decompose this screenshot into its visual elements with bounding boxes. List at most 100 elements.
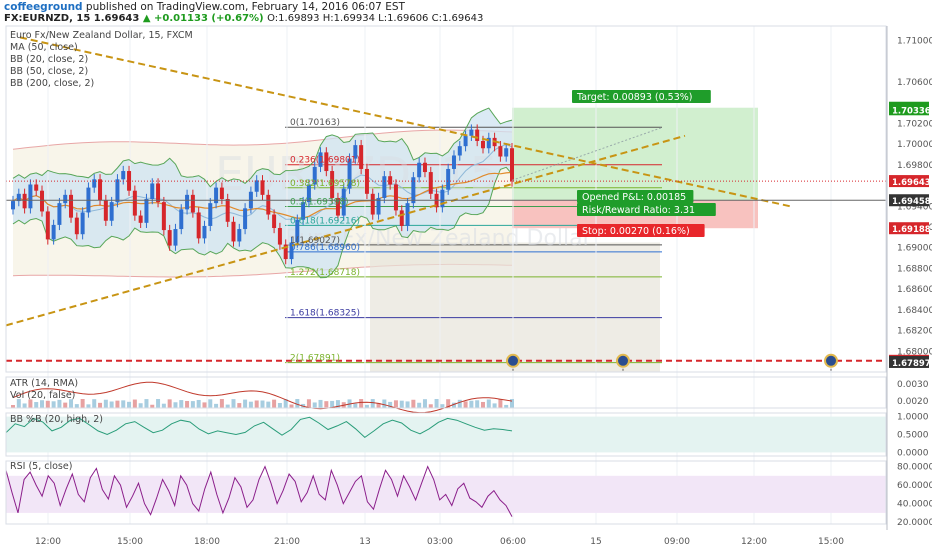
legend-bb50[interactable]: BB (50, close, 2) <box>10 66 89 77</box>
candle-body[interactable] <box>11 201 15 210</box>
candle-body[interactable] <box>138 215 143 223</box>
candle-body[interactable] <box>376 197 381 215</box>
candle-body[interactable] <box>440 189 445 208</box>
candle-body[interactable] <box>353 145 358 159</box>
candle-body[interactable] <box>399 210 404 226</box>
candle-body[interactable] <box>359 145 364 169</box>
candle-body[interactable] <box>150 183 155 199</box>
rsi-label[interactable]: RSI (5, close) <box>10 461 73 472</box>
event-flag-icon[interactable] <box>824 353 838 368</box>
candle-body[interactable] <box>231 221 236 242</box>
candle-body[interactable] <box>266 194 271 215</box>
candle-body[interactable] <box>382 176 387 198</box>
candle-body[interactable] <box>451 155 456 169</box>
candle-body[interactable] <box>179 209 184 230</box>
candle-body[interactable] <box>330 171 335 198</box>
candle-body[interactable] <box>98 179 103 201</box>
candle-body[interactable] <box>69 194 74 218</box>
candle-body[interactable] <box>254 180 259 192</box>
author-name[interactable]: coffeeground <box>4 1 83 13</box>
candle-body[interactable] <box>272 214 277 229</box>
candle-body[interactable] <box>167 230 172 246</box>
candle-body[interactable] <box>306 184 311 203</box>
candle-body[interactable] <box>115 179 120 203</box>
candle-body[interactable] <box>504 148 509 157</box>
candle-body[interactable] <box>34 184 39 191</box>
candle-body[interactable] <box>301 202 306 220</box>
candle-body[interactable] <box>51 224 56 240</box>
candle-body[interactable] <box>341 188 346 216</box>
candle-body[interactable] <box>103 200 108 221</box>
candle-body[interactable] <box>121 171 126 180</box>
candle-body[interactable] <box>469 129 474 136</box>
candle-body[interactable] <box>486 137 491 149</box>
candle-body[interactable] <box>185 194 190 210</box>
candle-body[interactable] <box>510 148 514 182</box>
candle-body[interactable] <box>312 166 317 185</box>
candle-body[interactable] <box>161 202 166 231</box>
candle-body[interactable] <box>411 177 416 204</box>
candle-body[interactable] <box>405 203 410 226</box>
candle-body[interactable] <box>260 180 265 195</box>
candle-body[interactable] <box>28 184 33 209</box>
candle-body[interactable] <box>347 158 352 189</box>
candle-body[interactable] <box>57 203 62 225</box>
candle-body[interactable] <box>318 152 323 167</box>
legend-ma[interactable]: MA (50, close) <box>10 42 78 53</box>
candle-body[interactable] <box>277 228 282 245</box>
event-flag-icon[interactable] <box>506 353 520 368</box>
candle-body[interactable] <box>173 229 178 246</box>
ratio-label-box[interactable] <box>577 203 716 216</box>
trendline-lower[interactable] <box>5 134 686 327</box>
candle-body[interactable] <box>289 242 294 260</box>
candle-body[interactable] <box>63 194 68 204</box>
candle-body[interactable] <box>428 172 433 194</box>
pnl-label-box[interactable] <box>577 190 694 203</box>
legend-bb20[interactable]: BB (20, close, 2) <box>10 54 89 65</box>
candle-body[interactable] <box>74 217 79 235</box>
candle-body[interactable] <box>202 225 207 239</box>
candle-body[interactable] <box>16 193 21 202</box>
candle-body[interactable] <box>144 199 149 223</box>
candle-body[interactable] <box>214 187 219 204</box>
candle-body[interactable] <box>243 208 248 230</box>
candle-body[interactable] <box>446 168 451 190</box>
candle-body[interactable] <box>480 140 485 149</box>
candle-body[interactable] <box>190 194 195 213</box>
candle-body[interactable] <box>463 135 468 147</box>
atr-label[interactable]: ATR (14, RMA) <box>10 378 79 389</box>
candle-body[interactable] <box>225 199 230 222</box>
candle-body[interactable] <box>45 211 50 240</box>
pb-label[interactable]: BB %B (20, high, 2) <box>10 414 103 425</box>
candle-body[interactable] <box>237 229 242 242</box>
candle-body[interactable] <box>219 187 224 199</box>
candle-body[interactable] <box>475 129 480 141</box>
candle-body[interactable] <box>109 202 114 221</box>
candle-body[interactable] <box>295 219 300 243</box>
candle-body[interactable] <box>324 152 329 172</box>
candle-body[interactable] <box>388 176 393 185</box>
stop-label-box[interactable] <box>577 224 705 237</box>
target-label-box[interactable] <box>572 90 711 103</box>
candle-body[interactable] <box>283 244 288 260</box>
candle-body[interactable] <box>132 190 137 216</box>
candle-body[interactable] <box>417 162 422 178</box>
candle-body[interactable] <box>370 193 375 215</box>
candle-body[interactable] <box>40 190 45 212</box>
vol-label[interactable]: Vol (20, false) <box>10 390 76 401</box>
volume-bar <box>335 400 340 408</box>
legend-bb200[interactable]: BB (200, close, 2) <box>10 78 95 89</box>
candle-body[interactable] <box>22 193 27 209</box>
candle-body[interactable] <box>335 197 340 216</box>
candle-body[interactable] <box>457 146 462 156</box>
candle-body[interactable] <box>196 212 201 239</box>
candle-body[interactable] <box>80 212 85 235</box>
candle-body[interactable] <box>92 179 97 188</box>
candle-body[interactable] <box>498 146 503 157</box>
candle-body[interactable] <box>208 203 213 226</box>
candle-body[interactable] <box>422 162 427 173</box>
candle-body[interactable] <box>393 184 398 211</box>
event-flag-icon[interactable] <box>616 353 630 368</box>
candle-body[interactable] <box>156 183 161 203</box>
